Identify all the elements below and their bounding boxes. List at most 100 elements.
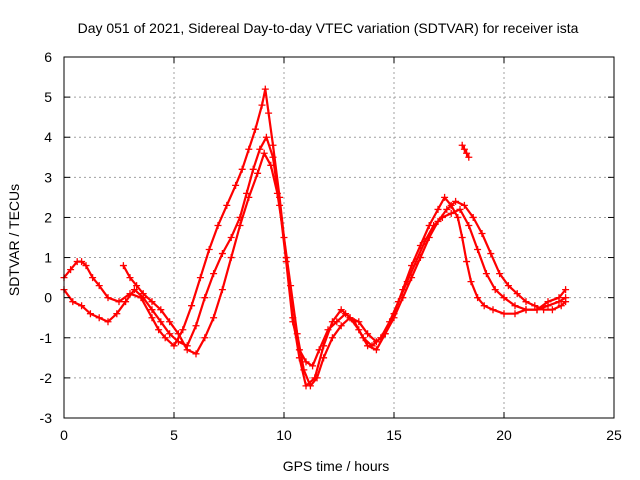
data-point bbox=[243, 189, 251, 197]
tick-layer: 0 5 10 15 20 25 -3 -2 -1 0 1 2 3 4 5 6 bbox=[40, 49, 622, 443]
data-point bbox=[170, 342, 178, 350]
data-point bbox=[265, 109, 273, 117]
y-tick-label: -1 bbox=[40, 330, 53, 346]
data-point bbox=[155, 326, 163, 334]
data-point bbox=[174, 338, 182, 346]
data-point bbox=[95, 282, 103, 290]
y-tick-label: 0 bbox=[44, 290, 52, 306]
data-point bbox=[300, 366, 308, 374]
data-point bbox=[280, 234, 288, 241]
data-point bbox=[359, 334, 367, 342]
series-line bbox=[62, 136, 567, 367]
data-point bbox=[192, 322, 200, 330]
data-point bbox=[78, 258, 86, 266]
y-tick-label: 6 bbox=[44, 49, 52, 65]
data-point bbox=[540, 306, 548, 314]
data-point bbox=[260, 149, 268, 157]
data-point bbox=[218, 250, 226, 258]
data-point bbox=[78, 302, 86, 310]
x-tick-label: 15 bbox=[386, 427, 402, 443]
data-point bbox=[183, 346, 191, 354]
data-point bbox=[491, 286, 499, 294]
data-point bbox=[166, 318, 174, 326]
plot-frame bbox=[63, 56, 615, 419]
data-point bbox=[480, 302, 488, 310]
data-point bbox=[416, 254, 424, 262]
data-point bbox=[251, 125, 259, 133]
data-point bbox=[500, 310, 508, 318]
series-trace-d bbox=[458, 141, 473, 161]
data-point bbox=[482, 270, 490, 278]
data-point bbox=[82, 262, 90, 270]
data-point bbox=[201, 334, 209, 342]
data-point bbox=[309, 362, 317, 370]
data-point bbox=[531, 302, 539, 310]
data-point bbox=[188, 302, 196, 310]
data-point bbox=[496, 270, 504, 278]
data-point bbox=[513, 290, 521, 298]
data-point bbox=[469, 213, 477, 221]
y-tick-label: 3 bbox=[44, 169, 52, 185]
y-tick-label: -2 bbox=[40, 370, 53, 386]
series-trace-c bbox=[119, 149, 570, 390]
data-point bbox=[511, 310, 519, 318]
series-line bbox=[122, 152, 567, 387]
x-axis-label: GPS time / hours bbox=[283, 458, 390, 474]
data-point bbox=[465, 221, 473, 229]
data-point bbox=[562, 286, 570, 294]
data-point bbox=[306, 382, 314, 390]
data-point bbox=[456, 205, 464, 213]
data-point bbox=[157, 318, 165, 326]
data-point bbox=[293, 330, 301, 338]
data-point bbox=[504, 282, 512, 290]
data-point bbox=[115, 298, 123, 306]
data-point bbox=[460, 145, 468, 153]
data-point bbox=[249, 165, 257, 173]
data-point bbox=[324, 326, 332, 334]
y-tick-label: 2 bbox=[44, 209, 52, 225]
data-point bbox=[302, 358, 310, 366]
data-point bbox=[320, 354, 328, 362]
data-point bbox=[262, 133, 270, 141]
data-point bbox=[148, 298, 156, 306]
data-point bbox=[447, 209, 455, 217]
data-point bbox=[337, 306, 345, 314]
data-point bbox=[261, 85, 269, 93]
y-tick-label: 5 bbox=[44, 89, 52, 105]
data-point bbox=[223, 201, 231, 209]
data-point bbox=[122, 298, 130, 306]
data-point bbox=[463, 149, 471, 157]
y-tick-label: 4 bbox=[44, 129, 52, 145]
data-point bbox=[474, 294, 482, 302]
data-point bbox=[544, 302, 552, 310]
data-point bbox=[434, 205, 442, 213]
data-point bbox=[269, 141, 277, 149]
data-point bbox=[333, 318, 341, 326]
data-point bbox=[238, 165, 246, 173]
data-point bbox=[458, 234, 466, 241]
data-point bbox=[434, 217, 442, 225]
data-point bbox=[236, 221, 244, 229]
data-point bbox=[232, 181, 240, 189]
series-layer bbox=[60, 85, 570, 390]
x-tick-label: 0 bbox=[60, 427, 68, 443]
data-point bbox=[67, 266, 75, 274]
data-point bbox=[218, 286, 226, 294]
data-point bbox=[313, 374, 321, 382]
data-point bbox=[89, 274, 97, 282]
data-point bbox=[287, 282, 295, 290]
data-point bbox=[522, 298, 530, 306]
data-point bbox=[557, 302, 565, 310]
data-point bbox=[548, 306, 556, 314]
data-point bbox=[478, 229, 486, 237]
data-point bbox=[227, 234, 235, 241]
data-point bbox=[463, 258, 471, 266]
data-point bbox=[364, 330, 372, 338]
data-point bbox=[372, 346, 380, 354]
data-point bbox=[467, 278, 475, 286]
data-point bbox=[126, 274, 134, 282]
data-point bbox=[372, 338, 380, 346]
data-point bbox=[148, 314, 156, 322]
data-point bbox=[104, 294, 112, 302]
y-axis-label: SDTVAR / TECUs bbox=[6, 184, 22, 296]
